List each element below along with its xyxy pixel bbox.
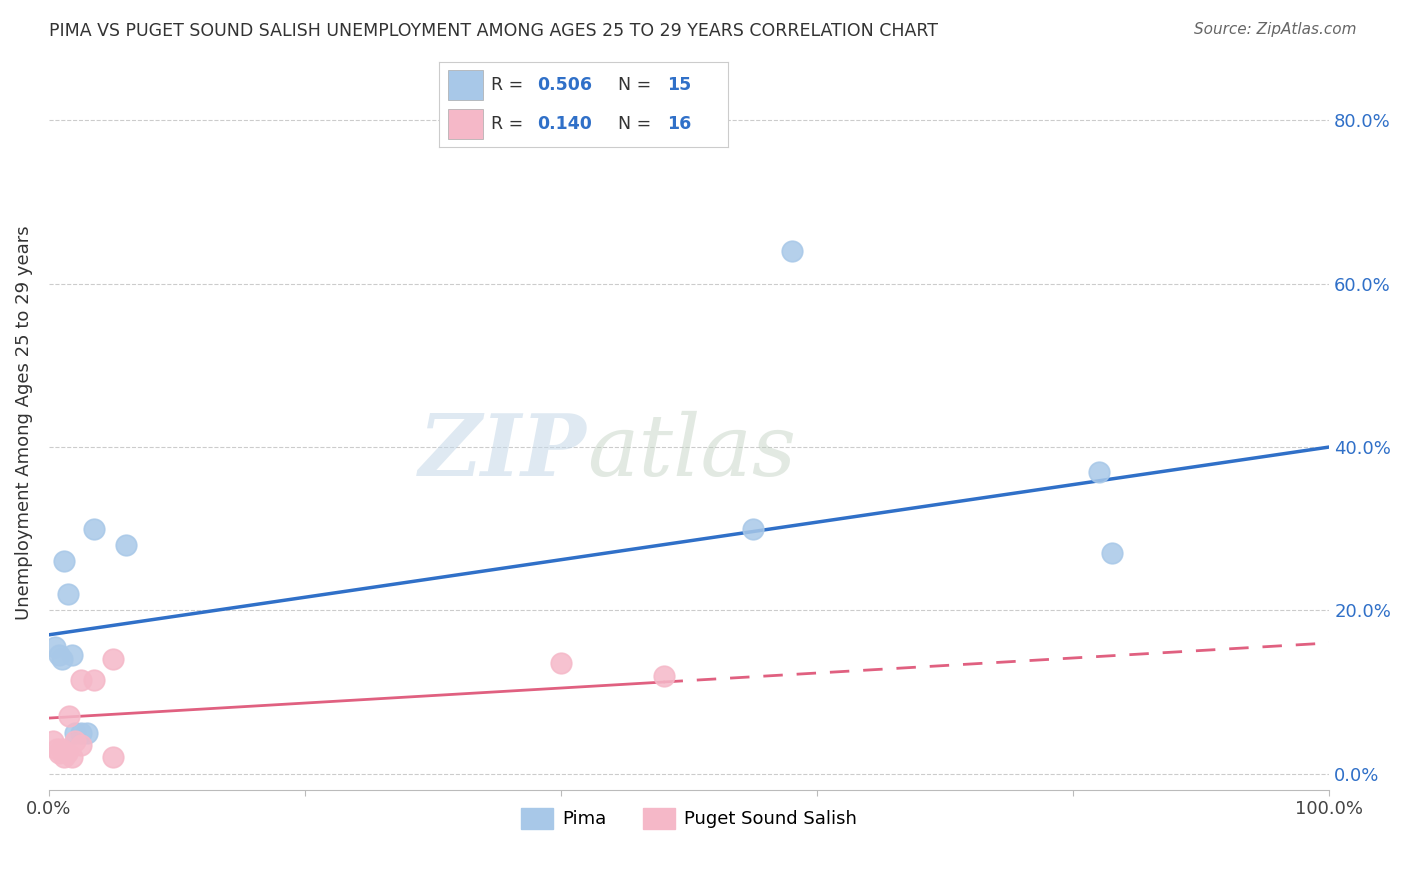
Text: PIMA VS PUGET SOUND SALISH UNEMPLOYMENT AMONG AGES 25 TO 29 YEARS CORRELATION CH: PIMA VS PUGET SOUND SALISH UNEMPLOYMENT … [49, 22, 938, 40]
Point [51, 742, 73, 756]
Point [76, 725, 98, 739]
Point [53, 750, 76, 764]
Point [70, 673, 93, 687]
Point [114, 538, 136, 552]
Point [60, 648, 83, 663]
Legend: Pima, Puget Sound Salish: Pima, Puget Sound Salish [513, 801, 865, 836]
Point [58, 709, 80, 723]
Point [56, 587, 79, 601]
Point [45, 742, 67, 756]
Point [56, 746, 79, 760]
Point [1088, 465, 1111, 479]
Point [63, 725, 86, 739]
Point [48, 746, 70, 760]
Point [60, 750, 83, 764]
Y-axis label: Unemployment Among Ages 25 to 29 years: Unemployment Among Ages 25 to 29 years [15, 225, 32, 620]
Point [652, 668, 675, 682]
Point [83, 522, 105, 536]
Point [42, 734, 65, 748]
Point [53, 554, 76, 568]
Point [742, 522, 765, 536]
Text: ZIP: ZIP [419, 410, 586, 493]
Point [101, 750, 124, 764]
Text: Source: ZipAtlas.com: Source: ZipAtlas.com [1194, 22, 1357, 37]
Point [83, 673, 105, 687]
Point [101, 652, 124, 666]
Point [70, 738, 93, 752]
Point [48, 648, 70, 663]
Point [70, 725, 93, 739]
Point [44, 640, 66, 654]
Point [780, 244, 803, 258]
Point [63, 734, 86, 748]
Point [1101, 546, 1123, 560]
Point [51, 652, 73, 666]
Text: atlas: atlas [586, 410, 796, 493]
Point [550, 657, 572, 671]
